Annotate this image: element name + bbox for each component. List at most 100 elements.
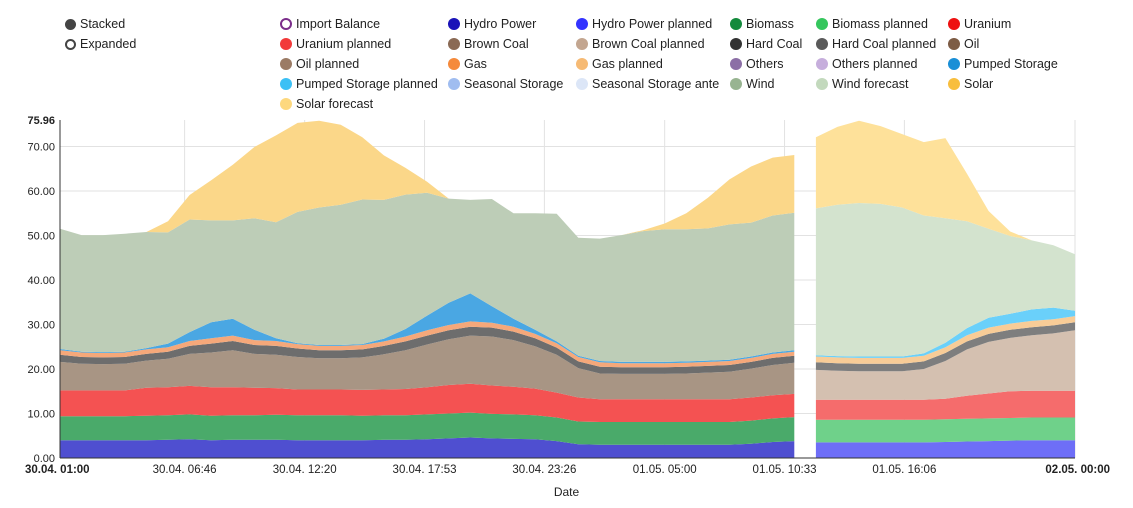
legend-item-brown-coal[interactable]: Brown Coal <box>448 37 529 51</box>
area-pumped-storage-planned <box>815 307 1075 358</box>
legend-item-brown-coal-planned[interactable]: Brown Coal planned <box>576 37 705 51</box>
legend-swatch-icon <box>280 38 292 50</box>
y-tick-label: 70.00 <box>27 142 55 154</box>
legend-label: Gas planned <box>592 57 663 71</box>
x-tick-label: 01.05. 10:33 <box>753 464 817 476</box>
y-tick-label: 40.00 <box>27 275 55 287</box>
legend-item-pumped-storage[interactable]: Pumped Storage <box>948 57 1058 71</box>
legend-item-solar-forecast[interactable]: Solar forecast <box>280 97 373 111</box>
legend-item-solar[interactable]: Solar <box>948 77 993 91</box>
area-uranium-planned <box>815 390 1075 420</box>
legend-swatch-icon <box>948 58 960 70</box>
legend-label: Biomass planned <box>832 17 928 31</box>
legend-label: Pumped Storage <box>964 57 1058 71</box>
legend-label: Oil planned <box>296 57 360 71</box>
legend-swatch-icon <box>948 38 960 50</box>
area-uranium <box>60 383 795 422</box>
legend-item-gas[interactable]: Gas <box>448 57 487 71</box>
area-brown-coal-planned <box>815 330 1075 400</box>
legend-item-hydro-power[interactable]: Hydro Power <box>448 17 536 31</box>
y-tick-label: 50.00 <box>27 231 55 243</box>
x-tick-label: 30.04. 12:20 <box>273 464 337 476</box>
legend-swatch-icon <box>576 18 588 30</box>
y-tick-label: 20.00 <box>27 364 55 376</box>
area-wind-forecast <box>815 203 1075 357</box>
area-hard-coal-planned <box>815 322 1075 372</box>
legend-label: Biomass <box>746 17 794 31</box>
legend-swatch-icon <box>948 18 960 30</box>
area-hydro-power-planned <box>815 440 1075 458</box>
legend-item-oil[interactable]: Oil <box>948 37 979 51</box>
area-hard-coal <box>60 326 795 374</box>
legend-label: Others planned <box>832 57 918 71</box>
radio-unselected-icon <box>65 38 76 50</box>
legend-item-gas-planned[interactable]: Gas planned <box>576 57 663 71</box>
legend-item-hard-coal[interactable]: Hard Coal <box>730 37 802 51</box>
legend-item-wind-forecast[interactable]: Wind forecast <box>816 77 908 91</box>
legend-item-hard-coal-planned[interactable]: Hard Coal planned <box>816 37 936 51</box>
legend-swatch-icon <box>448 78 460 90</box>
legend-label: Seasonal Storage <box>464 77 564 91</box>
legend-swatch-icon <box>280 18 292 30</box>
legend-item-hydro-power-planned[interactable]: Hydro Power planned <box>576 17 712 31</box>
legend-label: Hard Coal <box>746 37 803 51</box>
mode-stacked-toggle[interactable]: Stacked <box>65 17 125 31</box>
x-tick-label: 30.04. 01:00 <box>25 464 90 476</box>
legend-swatch-icon <box>816 18 828 30</box>
legend-swatch-icon <box>576 38 588 50</box>
legend-swatch-icon <box>280 98 292 110</box>
legend-item-seasonal-storage[interactable]: Seasonal Storage <box>448 77 563 91</box>
legend-label: Gas <box>464 57 487 71</box>
area-biomass <box>60 412 795 445</box>
area-gas <box>60 321 795 368</box>
legend-swatch-icon <box>730 78 742 90</box>
legend-item-wind[interactable]: Wind <box>730 77 774 91</box>
radio-selected-icon <box>65 18 76 30</box>
legend-item-uranium-planned[interactable]: Uranium planned <box>280 37 391 51</box>
legend-label: Seasonal Storage ante <box>592 77 720 91</box>
legend-label: Wind <box>746 77 775 91</box>
legend-label: Others <box>746 57 784 71</box>
legend-label: Solar forecast <box>296 97 374 111</box>
area-solar <box>60 120 795 239</box>
x-tick-label: 30.04. 17:53 <box>393 464 457 476</box>
y-tick-label: 0.00 <box>34 453 55 465</box>
legend-swatch-icon <box>280 58 292 70</box>
x-axis-label: Date <box>553 485 580 499</box>
legend-item-others[interactable]: Others <box>730 57 784 71</box>
x-tick-label: 01.05. 05:00 <box>633 464 697 476</box>
area-pumped-storage <box>60 293 795 364</box>
legend-item-pumped-storage-planned[interactable]: Pumped Storage planned <box>280 77 438 91</box>
legend: Stacked Expanded Import Balance Hydro Pow… <box>0 0 1133 118</box>
legend-swatch-icon <box>448 18 460 30</box>
mode-label: Stacked <box>80 17 126 31</box>
legend-item-uranium[interactable]: Uranium <box>948 17 1011 31</box>
y-tick-label: 10.00 <box>27 409 55 421</box>
legend-item-seasonal-storage-ante[interactable]: Seasonal Storage ante <box>576 77 719 91</box>
legend-item-import-balance[interactable]: Import Balance <box>280 17 380 31</box>
area-biomass-planned <box>815 417 1075 443</box>
legend-item-biomass[interactable]: Biomass <box>730 17 794 31</box>
legend-item-oil-planned[interactable]: Oil planned <box>280 57 359 71</box>
legend-label: Wind forecast <box>832 77 909 91</box>
legend-swatch-icon <box>816 58 828 70</box>
x-tick-label: 02.05. 00:00 <box>1045 464 1110 476</box>
mode-expanded-toggle[interactable]: Expanded <box>65 37 136 51</box>
legend-item-others-planned[interactable]: Others planned <box>816 57 917 71</box>
legend-swatch-icon <box>576 58 588 70</box>
legend-label: Uranium <box>964 17 1012 31</box>
legend-label: Hydro Power planned <box>592 17 713 31</box>
y-tick-label: 60.00 <box>27 186 55 198</box>
legend-label: Hydro Power <box>464 17 537 31</box>
legend-swatch-icon <box>730 38 742 50</box>
x-tick-label: 30.04. 06:46 <box>153 464 217 476</box>
legend-swatch-icon <box>448 58 460 70</box>
legend-swatch-icon <box>948 78 960 90</box>
legend-swatch-icon <box>448 38 460 50</box>
legend-label: Hard Coal planned <box>832 37 937 51</box>
legend-item-biomass-planned[interactable]: Biomass planned <box>816 17 928 31</box>
area-solar-forecast <box>815 120 1075 255</box>
area-gas-planned <box>815 316 1075 364</box>
area-brown-coal <box>60 335 795 400</box>
